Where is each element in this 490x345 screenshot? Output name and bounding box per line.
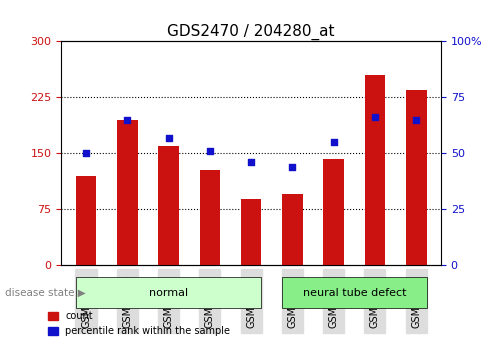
Bar [75, 176, 97, 265]
Bar [158, 146, 179, 265]
Bar [199, 170, 220, 265]
Bar [117, 120, 138, 265]
Text: neural tube defect: neural tube defect [302, 288, 406, 298]
Point [412, 117, 420, 122]
Text: disease state ▶: disease state ▶ [5, 288, 86, 298]
Bar [282, 194, 303, 265]
Legend: count, percentile rank within the sample: count, percentile rank within the sample [44, 307, 234, 340]
Point [123, 117, 131, 122]
Bar [406, 90, 427, 265]
Bar [323, 159, 344, 265]
Bar [241, 199, 262, 265]
Point [289, 164, 296, 169]
Point [330, 139, 338, 145]
Point [165, 135, 172, 140]
Point [371, 115, 379, 120]
Bar [365, 75, 385, 265]
Point [82, 150, 90, 156]
Title: GDS2470 / 204280_at: GDS2470 / 204280_at [168, 24, 335, 40]
FancyBboxPatch shape [282, 277, 427, 308]
Point [247, 159, 255, 165]
Text: normal: normal [149, 288, 188, 298]
Point [206, 148, 214, 154]
FancyBboxPatch shape [75, 277, 262, 308]
